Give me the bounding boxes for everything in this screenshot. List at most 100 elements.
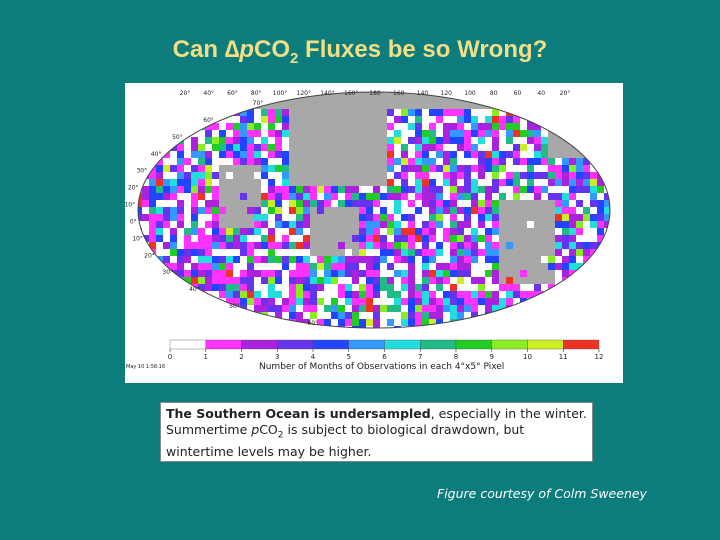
map-cell	[219, 207, 226, 214]
map-cell	[436, 291, 443, 298]
map-cell	[478, 116, 485, 123]
map-cell	[331, 291, 338, 298]
map-cell	[429, 144, 436, 151]
map-cell	[191, 186, 198, 193]
map-cell	[233, 130, 240, 137]
map-cell	[352, 193, 359, 200]
map-cell	[247, 130, 254, 137]
map-cell	[527, 270, 534, 277]
map-cell	[317, 158, 324, 165]
map-cell	[471, 305, 478, 312]
map-cell	[240, 263, 247, 270]
map-cell	[429, 270, 436, 277]
map-cell	[464, 284, 471, 291]
map-cell	[513, 130, 520, 137]
map-cell	[296, 291, 303, 298]
map-cell	[233, 158, 240, 165]
map-cell	[366, 207, 373, 214]
map-cell	[219, 186, 226, 193]
map-cell	[387, 319, 394, 326]
map-cell	[170, 249, 177, 256]
map-cell	[499, 228, 506, 235]
map-cell	[303, 291, 310, 298]
map-cell	[443, 102, 450, 109]
map-cell	[380, 102, 387, 109]
map-cell	[373, 256, 380, 263]
map-cell	[310, 109, 317, 116]
longitude-label: 160°	[344, 90, 358, 97]
map-cell	[443, 235, 450, 242]
map-cell	[289, 186, 296, 193]
map-cell	[338, 144, 345, 151]
map-cell	[275, 172, 282, 179]
map-cell	[492, 284, 499, 291]
map-cell	[345, 305, 352, 312]
map-cell	[212, 137, 219, 144]
map-cell	[492, 235, 499, 242]
map-cell	[303, 151, 310, 158]
map-cell	[324, 137, 331, 144]
map-cell	[282, 165, 289, 172]
map-cell	[485, 256, 492, 263]
map-cell	[324, 221, 331, 228]
map-cell	[233, 214, 240, 221]
map-cell	[569, 144, 576, 151]
map-cell	[296, 123, 303, 130]
map-cell	[569, 165, 576, 172]
map-cell	[156, 242, 163, 249]
map-cell	[408, 242, 415, 249]
map-cell	[226, 186, 233, 193]
map-cell	[583, 249, 590, 256]
map-cell	[485, 214, 492, 221]
map-cell	[576, 193, 583, 200]
map-cell	[436, 284, 443, 291]
map-cell	[387, 242, 394, 249]
map-cell	[317, 179, 324, 186]
map-cell	[513, 123, 520, 130]
map-cell	[275, 116, 282, 123]
map-cell	[408, 116, 415, 123]
colorbar-tick-label: 12	[595, 353, 604, 361]
map-cell	[275, 249, 282, 256]
map-cell	[387, 235, 394, 242]
map-cell	[422, 95, 429, 102]
map-cell	[149, 186, 156, 193]
map-cell	[282, 186, 289, 193]
map-cell	[254, 116, 261, 123]
map-cell	[254, 214, 261, 221]
longitude-label: 80	[490, 90, 498, 97]
map-cell	[359, 144, 366, 151]
map-cell	[583, 172, 590, 179]
map-cell	[450, 270, 457, 277]
map-cell	[198, 158, 205, 165]
map-cell	[415, 305, 422, 312]
map-cell	[359, 158, 366, 165]
map-cell	[282, 214, 289, 221]
map-cell	[345, 95, 352, 102]
map-cell	[401, 165, 408, 172]
map-cell	[604, 221, 610, 228]
map-cell	[296, 186, 303, 193]
map-cell	[359, 312, 366, 319]
map-cell	[275, 165, 282, 172]
map-cell	[485, 242, 492, 249]
map-cell	[443, 263, 450, 270]
map-cell	[527, 242, 534, 249]
map-cell	[478, 193, 485, 200]
map-cell	[527, 158, 534, 165]
longitude-label: 120	[441, 90, 453, 97]
map-cell	[226, 214, 233, 221]
latitude-label: 40°	[189, 286, 200, 293]
map-cell	[394, 228, 401, 235]
map-cell	[331, 235, 338, 242]
map-cell	[478, 158, 485, 165]
longitude-label: 120°	[297, 90, 311, 97]
map-cell	[247, 179, 254, 186]
map-cell	[338, 221, 345, 228]
map-cell	[506, 137, 513, 144]
map-cell	[555, 179, 562, 186]
map-cell	[156, 165, 163, 172]
map-cell	[177, 214, 184, 221]
map-cell	[534, 186, 541, 193]
note-box: The Southern Ocean is undersampled, espe…	[160, 402, 593, 462]
